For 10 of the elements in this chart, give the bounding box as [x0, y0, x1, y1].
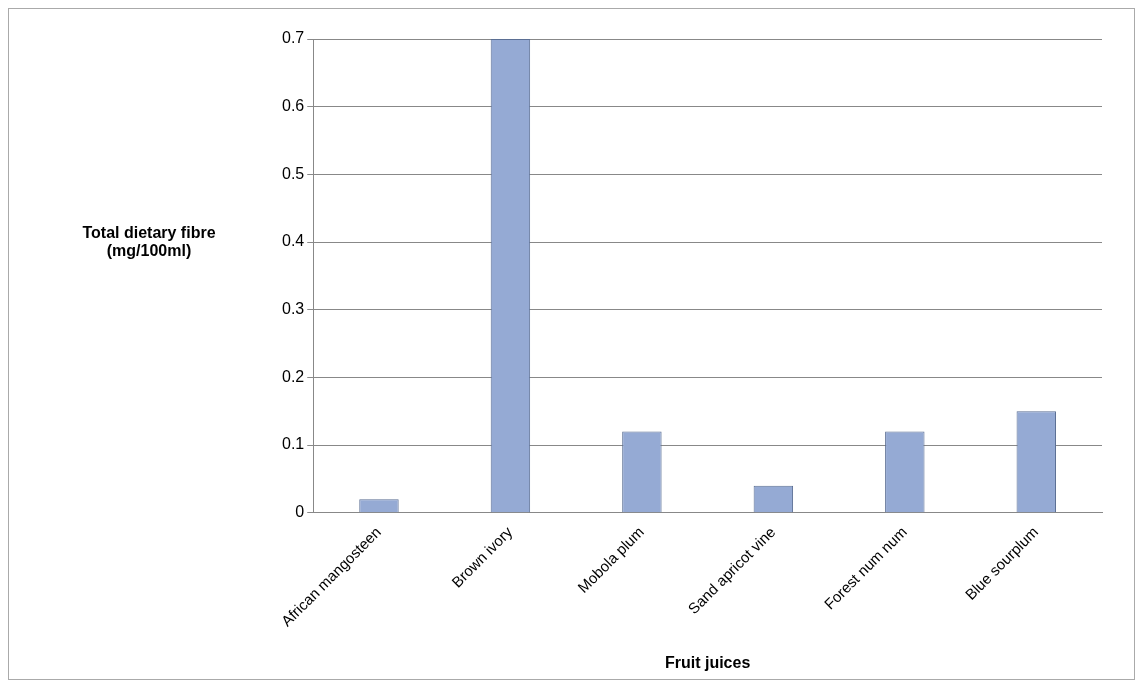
y-tick-label: 0.2 [281, 367, 305, 385]
y-axis-title: Total dietary fibre (mg/100ml) [81, 224, 217, 260]
x-axis-title: Fruit juices [664, 653, 751, 671]
y-tick-label: 0.7 [281, 29, 305, 47]
y-tick-label: 0.6 [281, 97, 305, 115]
y-tick-label: 0 [295, 503, 305, 521]
y-tick-label: 0.1 [281, 435, 305, 453]
y-tick-label: 0.5 [281, 164, 305, 182]
y-tick-label: 0.4 [281, 232, 305, 250]
y-tick-label: 0.3 [281, 300, 305, 318]
